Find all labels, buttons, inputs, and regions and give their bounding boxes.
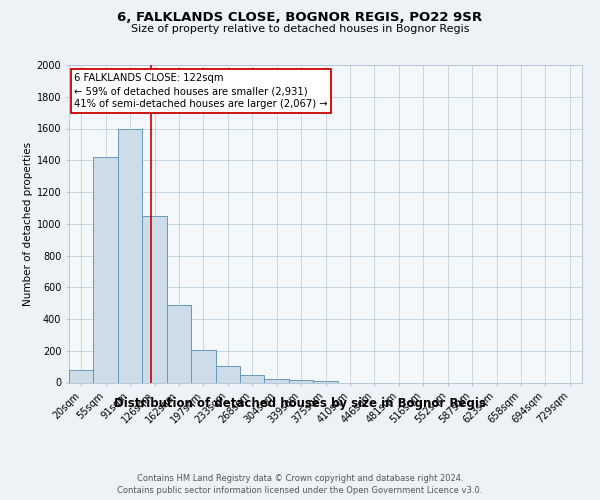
Text: 6 FALKLANDS CLOSE: 122sqm
← 59% of detached houses are smaller (2,931)
41% of se: 6 FALKLANDS CLOSE: 122sqm ← 59% of detac… xyxy=(74,73,328,110)
Bar xyxy=(240,376,265,382)
Text: 6, FALKLANDS CLOSE, BOGNOR REGIS, PO22 9SR: 6, FALKLANDS CLOSE, BOGNOR REGIS, PO22 9… xyxy=(118,11,482,24)
Y-axis label: Number of detached properties: Number of detached properties xyxy=(23,142,32,306)
Bar xyxy=(118,128,142,382)
Bar xyxy=(94,157,118,382)
Bar xyxy=(265,378,289,382)
Bar xyxy=(215,366,240,382)
Bar xyxy=(167,304,191,382)
Bar xyxy=(142,216,167,382)
Text: Contains HM Land Registry data © Crown copyright and database right 2024.
Contai: Contains HM Land Registry data © Crown c… xyxy=(118,474,482,495)
Bar xyxy=(69,370,94,382)
Bar xyxy=(191,350,215,382)
Text: Size of property relative to detached houses in Bognor Regis: Size of property relative to detached ho… xyxy=(131,24,469,34)
Text: Distribution of detached houses by size in Bognor Regis: Distribution of detached houses by size … xyxy=(114,398,486,410)
Bar xyxy=(313,381,338,382)
Bar xyxy=(289,380,313,382)
